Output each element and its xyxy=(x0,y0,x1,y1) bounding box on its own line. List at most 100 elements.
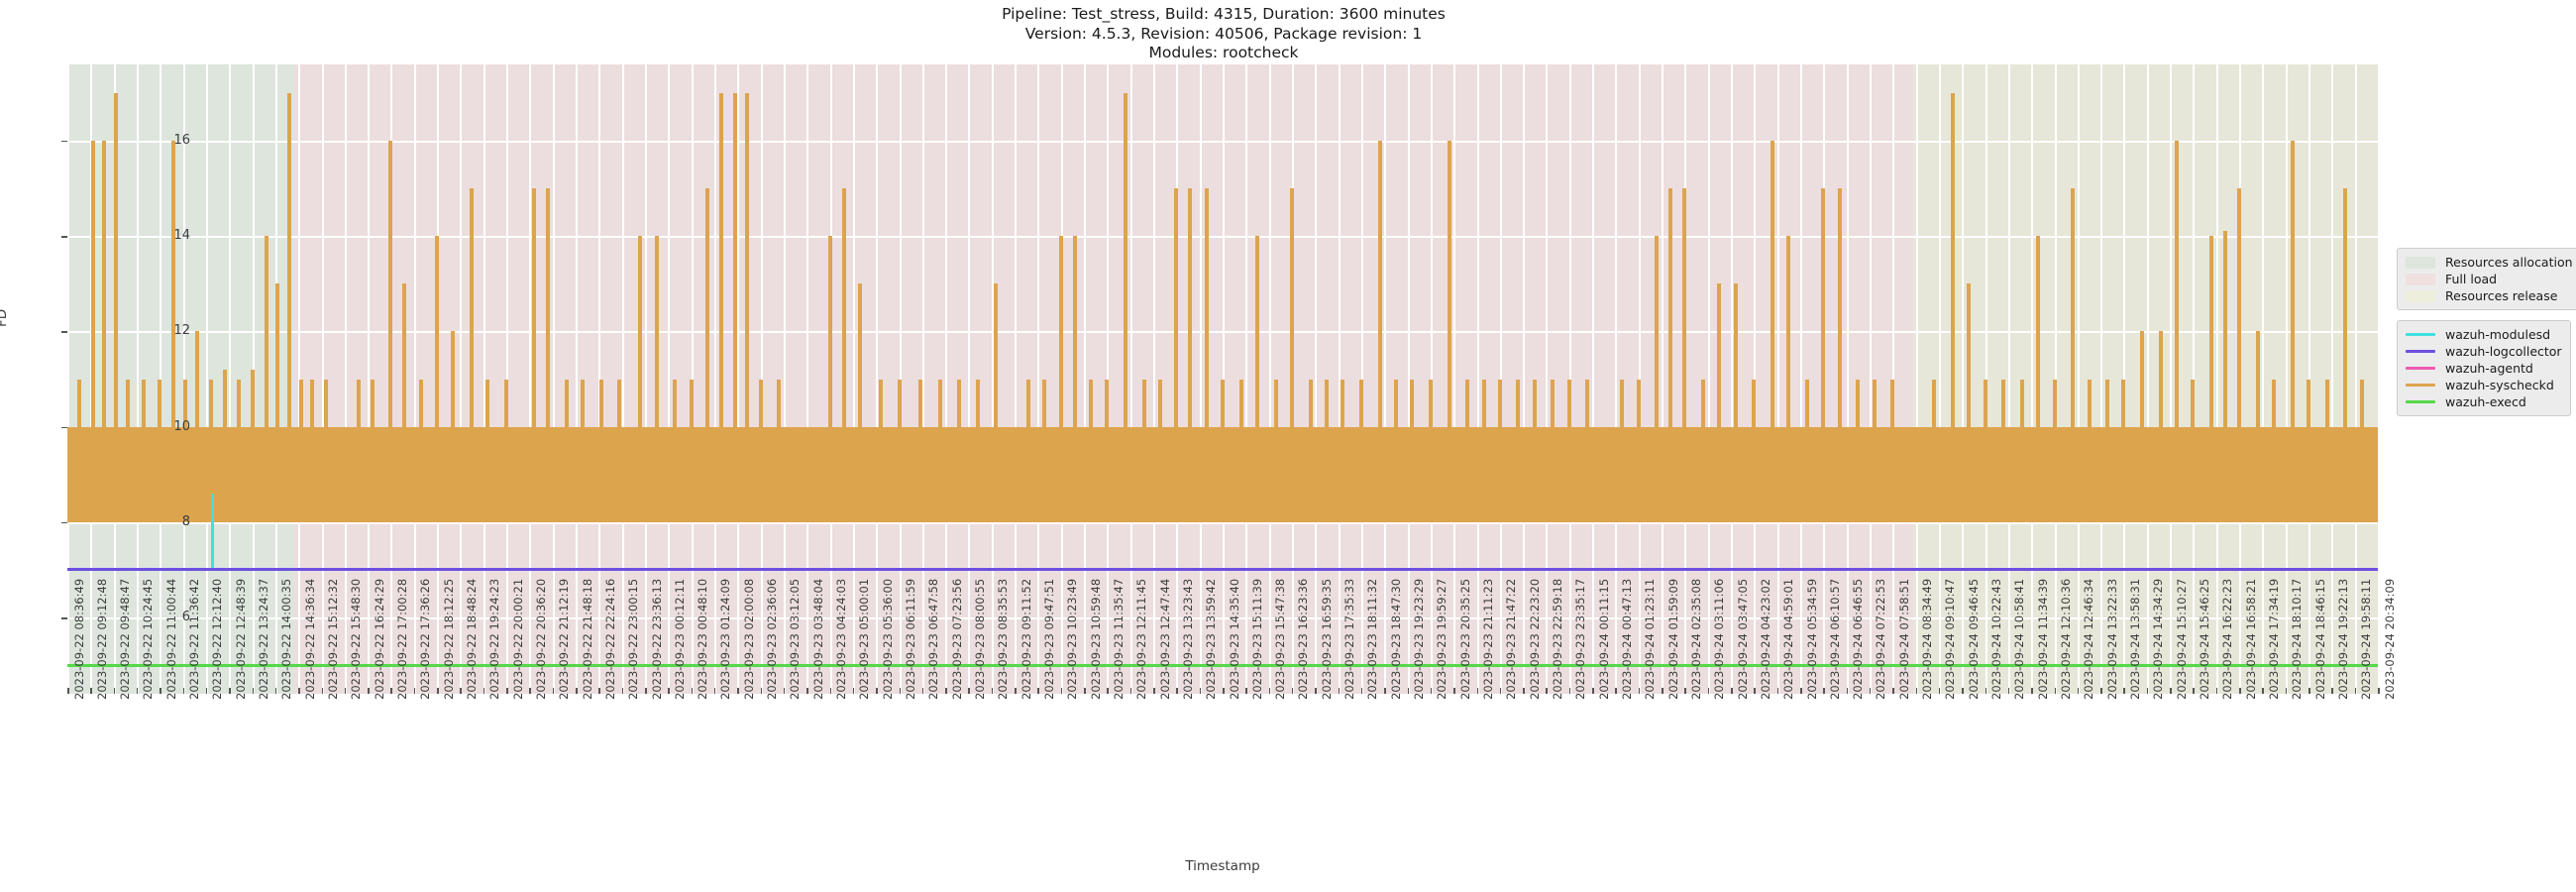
grid-line-vertical xyxy=(368,64,371,694)
legend-series-item[interactable]: wazuh-modulesd xyxy=(2406,326,2562,343)
data-spike-syscheckd xyxy=(2175,140,2180,522)
grid-line-vertical xyxy=(1084,64,1087,694)
grid-line-vertical xyxy=(483,64,485,694)
x-axis-tick-mark xyxy=(2193,688,2195,694)
grid-line-vertical xyxy=(321,64,324,694)
legend-series-item[interactable]: wazuh-logcollector xyxy=(2406,343,2562,360)
x-axis-tick-label: 2023-09-22 13:24:37 xyxy=(257,578,271,700)
data-spike-syscheckd xyxy=(102,140,107,522)
x-axis-tick-mark xyxy=(2308,688,2310,694)
x-axis-tick-mark xyxy=(2007,688,2010,694)
x-axis-tick-label: 2023-09-22 21:12:19 xyxy=(557,578,572,700)
x-axis-tick-mark xyxy=(1430,688,1433,694)
x-axis-tick-mark xyxy=(2378,688,2380,694)
x-axis-tick-mark xyxy=(229,688,231,694)
legend-phase-item[interactable]: Full load xyxy=(2406,271,2573,287)
x-axis-tick-label: 2023-09-23 06:11:59 xyxy=(904,578,918,700)
x-axis-tick-label: 2023-09-22 21:48:18 xyxy=(580,578,594,700)
x-axis-label: Timestamp xyxy=(1185,858,1260,874)
x-axis-tick-mark xyxy=(1360,688,1363,694)
x-axis-tick-label: 2023-09-23 16:23:36 xyxy=(1296,578,1311,700)
x-axis-tick-mark xyxy=(552,688,555,694)
x-axis-tick-mark xyxy=(899,688,902,694)
x-axis-tick-mark xyxy=(274,688,277,694)
x-axis-tick-mark xyxy=(1869,688,1872,694)
x-axis-tick-mark xyxy=(1938,688,1941,694)
x-axis-tick-mark xyxy=(1499,688,1502,694)
legend-phase-swatch-icon xyxy=(2406,273,2435,285)
x-axis-tick-mark xyxy=(876,688,878,694)
x-axis-tick-mark xyxy=(1662,688,1664,694)
x-axis-tick-label: 2023-09-23 14:35:40 xyxy=(1227,578,1241,700)
data-spike-syscheckd xyxy=(113,92,118,522)
legend-series-label: wazuh-execd xyxy=(2445,394,2526,409)
grid-line-vertical xyxy=(1846,64,1849,694)
x-axis-tick-mark xyxy=(368,688,370,694)
x-axis-tick-label: 2023-09-23 02:00:08 xyxy=(741,578,756,700)
grid-line-vertical xyxy=(2331,64,2334,694)
grid-line-vertical xyxy=(1662,64,1664,694)
data-spike-syscheckd xyxy=(2237,188,2242,522)
x-axis-tick-mark xyxy=(1962,688,1964,694)
data-spike-syscheckd xyxy=(286,92,291,522)
x-axis-tick-mark xyxy=(160,688,161,694)
legend-phase-item[interactable]: Resources allocation xyxy=(2406,254,2573,271)
data-spike-syscheckd xyxy=(638,236,643,522)
data-spike-syscheckd xyxy=(2290,140,2295,522)
x-axis-tick-mark xyxy=(1684,688,1686,694)
x-axis-tick-label: 2023-09-23 18:11:32 xyxy=(1365,578,1380,700)
data-spike-syscheckd xyxy=(532,188,537,522)
x-axis-tick-mark xyxy=(1223,688,1225,694)
grid-line-vertical xyxy=(621,64,624,694)
data-spike-syscheckd xyxy=(275,283,280,522)
legend-series-item[interactable]: wazuh-syscheckd xyxy=(2406,377,2562,393)
x-axis-tick-label: 2023-09-23 12:47:44 xyxy=(1157,578,1172,700)
x-axis-tick-label: 2023-09-24 13:22:33 xyxy=(2104,578,2119,700)
grid-line-vertical xyxy=(2077,64,2080,694)
x-axis-tick-mark xyxy=(621,688,624,694)
x-axis-tick-label: 2023-09-22 09:12:48 xyxy=(94,578,109,700)
x-axis-tick-label: 2023-09-23 05:00:01 xyxy=(857,578,872,700)
grid-line-vertical xyxy=(1938,64,1941,694)
legend-series-swatch-icon xyxy=(2406,367,2435,370)
x-axis-tick-label: 2023-09-24 05:34:59 xyxy=(1804,578,1819,700)
legend-series-item[interactable]: wazuh-execd xyxy=(2406,393,2562,410)
x-axis-tick-mark xyxy=(1407,688,1410,694)
grid-line-vertical xyxy=(1153,64,1156,694)
grid-line-vertical xyxy=(1869,64,1872,694)
grid-line-vertical xyxy=(737,64,740,694)
x-axis-tick-label: 2023-09-22 16:24:29 xyxy=(372,578,386,700)
x-axis-tick-mark xyxy=(2170,688,2172,694)
x-axis-tick-label: 2023-09-23 22:59:18 xyxy=(1550,578,1564,700)
grid-line-vertical xyxy=(713,64,716,694)
data-spike-syscheckd xyxy=(1717,283,1722,522)
x-axis-tick-label: 2023-09-24 01:59:09 xyxy=(1665,578,1680,700)
legend-series-item[interactable]: wazuh-agentd xyxy=(2406,360,2562,377)
phase-band xyxy=(293,64,1914,694)
grid-line-horizontal xyxy=(67,617,2378,620)
x-axis-tick-mark xyxy=(182,688,185,694)
x-axis-tick-label: 2023-09-24 10:22:43 xyxy=(1989,578,2004,700)
x-axis-tick-label: 2023-09-23 06:47:58 xyxy=(926,578,941,700)
x-axis-tick-label: 2023-09-22 12:48:39 xyxy=(233,578,248,700)
x-axis-tick-label: 2023-09-24 13:58:31 xyxy=(2127,578,2142,700)
legend-phase-item[interactable]: Resources release xyxy=(2406,287,2573,304)
x-axis-tick-mark xyxy=(1892,688,1894,694)
data-spike-syscheckd xyxy=(1124,92,1128,522)
data-spike-syscheckd xyxy=(1204,188,1209,522)
data-spike-syscheckd xyxy=(1072,236,1077,522)
legend-series-label: wazuh-modulesd xyxy=(2445,327,2551,342)
data-spike-syscheckd xyxy=(841,188,846,522)
x-axis-tick-label: 2023-09-22 14:36:34 xyxy=(302,578,317,700)
grid-line-vertical xyxy=(2146,64,2149,694)
x-axis-tick-mark xyxy=(713,688,716,694)
data-line-wazuh-logcollector xyxy=(67,568,2378,572)
x-axis-tick-mark xyxy=(2215,688,2218,694)
data-spike-syscheckd xyxy=(1771,140,1775,522)
x-axis-tick-label: 2023-09-22 20:00:21 xyxy=(510,578,525,700)
data-spike-syscheckd xyxy=(1668,188,1673,522)
grid-line-horizontal xyxy=(67,331,2378,334)
x-axis-tick-label: 2023-09-23 17:35:33 xyxy=(1342,578,1357,700)
grid-line-vertical xyxy=(1707,64,1710,694)
data-spike-syscheckd xyxy=(2343,188,2348,522)
